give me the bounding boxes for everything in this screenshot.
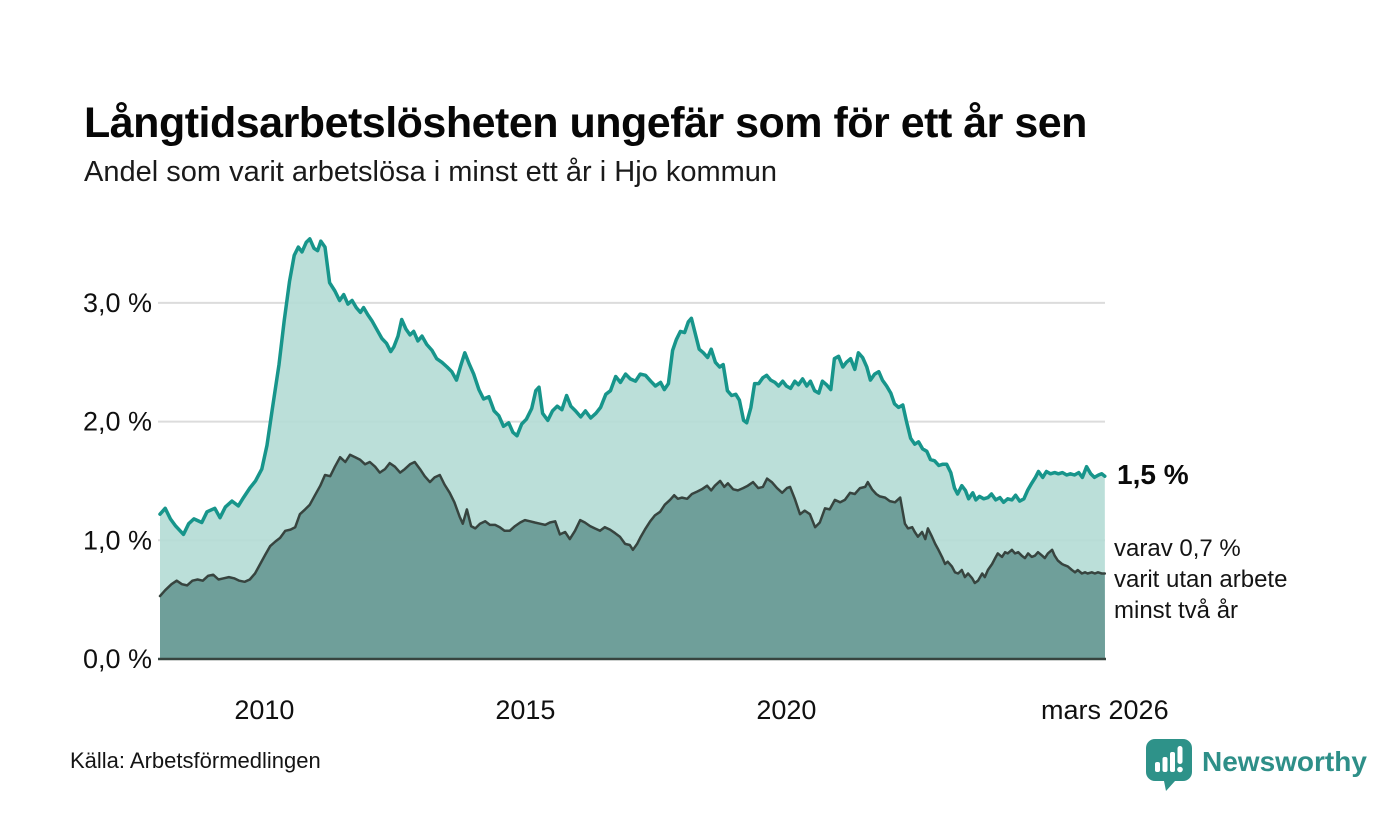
newsworthy-bubble-chart-icon	[1145, 738, 1193, 797]
sub-series-annotation-line2: varit utan arbete	[1114, 566, 1288, 593]
y-tick-label: 3,0 %	[83, 288, 152, 318]
line-series-2	[158, 453, 1107, 598]
sub-series-annotation-line3: minst två år	[1114, 597, 1239, 624]
latest-value-label: 1,5 %	[1117, 459, 1189, 490]
x-tick-label: mars 2026	[1041, 695, 1169, 725]
y-tick-label: 0,0 %	[83, 644, 152, 674]
line-series-1	[158, 237, 1107, 537]
y-tick-label: 1,0 %	[83, 525, 152, 555]
page-title: Långtidsarbetslösheten ungefär som för e…	[84, 98, 1087, 147]
x-tick-label: 2015	[495, 695, 555, 725]
newsworthy-wordmark: Newsworthy	[1202, 746, 1367, 777]
area-fill-series-2	[160, 454, 1105, 659]
x-tick-label: 2010	[234, 695, 294, 725]
source-caption: Källa: Arbetsförmedlingen	[70, 748, 321, 773]
sub-series-annotation-line1: varav 0,7 %	[1114, 535, 1241, 562]
sub-series-annotation: varav 0,7 % varit utan arbete minst två …	[1114, 533, 1287, 626]
newsworthy-logo: Newsworthy	[1145, 738, 1367, 797]
page-subtitle: Andel som varit arbetslösa i minst ett å…	[84, 156, 778, 188]
x-tick-label: 2020	[756, 695, 816, 725]
y-tick-label: 2,0 %	[83, 407, 152, 437]
